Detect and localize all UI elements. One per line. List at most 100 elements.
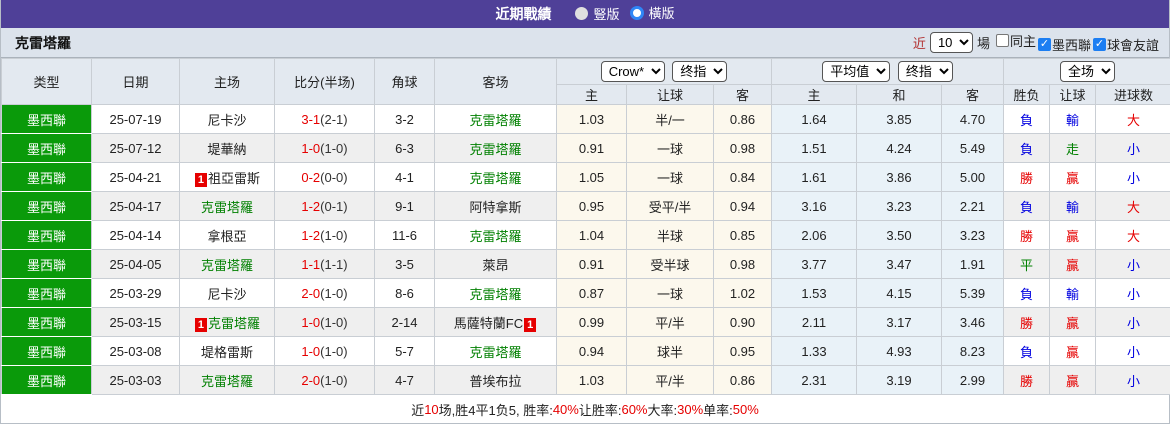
layout-radio-horizontal[interactable]: 橫版 bbox=[629, 3, 675, 22]
euro-away-odds: 5.49 bbox=[940, 133, 1005, 163]
asian-line: 受半球 bbox=[626, 249, 714, 279]
asian-home-odds: 0.94 bbox=[556, 336, 627, 366]
euro-away-odds: 5.39 bbox=[940, 278, 1005, 308]
league-cell: 墨西聯 bbox=[1, 133, 92, 163]
euro-home-odds: 2.31 bbox=[771, 365, 857, 395]
red-card-badge: 1 bbox=[194, 317, 208, 332]
subcol-goals-result: 进球数 bbox=[1095, 84, 1170, 105]
radio-icon bbox=[575, 6, 589, 20]
asian-line: 一球 bbox=[626, 133, 714, 163]
asian-away-odds: 0.86 bbox=[713, 104, 772, 134]
asian-home-odds: 0.95 bbox=[556, 191, 627, 221]
date-cell: 25-04-05 bbox=[91, 249, 180, 279]
away-team-cell: 克雷塔羅 bbox=[434, 133, 557, 163]
odds-source-select[interactable]: Crow* bbox=[600, 61, 665, 82]
date-cell: 25-03-15 bbox=[91, 307, 180, 337]
away-team-cell: 克雷塔羅 bbox=[434, 336, 557, 366]
corner-cell: 5-7 bbox=[374, 336, 435, 366]
corner-cell: 8-6 bbox=[374, 278, 435, 308]
asian-home-odds: 1.03 bbox=[556, 104, 627, 134]
home-team-cell: 1 祖亞雷斯 bbox=[179, 162, 275, 192]
date-cell: 25-07-12 bbox=[91, 133, 180, 163]
league-cell: 墨西聯 bbox=[1, 220, 92, 250]
euro-draw-odds: 3.17 bbox=[856, 307, 942, 337]
panel-title: 近期戰績 bbox=[495, 6, 552, 22]
league-cell: 墨西聯 bbox=[1, 365, 92, 395]
filter-checkbox-2[interactable]: ✓ 球會友誼 bbox=[1092, 35, 1159, 54]
date-cell: 25-03-29 bbox=[91, 278, 180, 308]
subcol-euro-home: 主 bbox=[771, 84, 857, 105]
asian-line: 一球 bbox=[626, 162, 714, 192]
wdl-result: 負 bbox=[1003, 336, 1051, 366]
wdl-result: 負 bbox=[1003, 278, 1051, 308]
league-cell: 墨西聯 bbox=[1, 162, 92, 192]
table-row: 墨西聯 25-07-12 堤華納 1-0(1-0) 6-3 克雷塔羅 0.91 一球 0.98 1… bbox=[1, 133, 1170, 163]
team-name-text: 堤華納 bbox=[207, 141, 247, 157]
avg-odds-time-select[interactable]: 终指 bbox=[897, 61, 953, 82]
radio-icon bbox=[629, 5, 644, 20]
asian-away-odds: 0.98 bbox=[713, 133, 772, 163]
euro-draw-odds: 4.24 bbox=[856, 133, 942, 163]
scope-select[interactable]: 全场 bbox=[1060, 61, 1116, 82]
wdl-result: 勝 bbox=[1003, 307, 1051, 337]
avg-odds-select[interactable]: 平均值 bbox=[822, 61, 891, 82]
goals-result: 小 bbox=[1095, 162, 1170, 192]
euro-away-odds: 2.21 bbox=[940, 191, 1005, 221]
date-cell: 25-03-03 bbox=[91, 365, 180, 395]
asian-line: 半/一 bbox=[626, 104, 714, 134]
team-name-text: 尼卡沙 bbox=[207, 286, 247, 302]
red-card-badge: 1 bbox=[524, 317, 537, 332]
away-team-cell: 萊昂 bbox=[434, 249, 557, 279]
summary-segment: 40% bbox=[552, 401, 579, 417]
goals-result: 大 bbox=[1095, 191, 1170, 221]
handicap-result: 贏 bbox=[1049, 336, 1097, 366]
asian-home-odds: 0.91 bbox=[556, 133, 627, 163]
team-name-text: 尼卡沙 bbox=[207, 112, 247, 128]
table-row: 墨西聯 25-03-15 1 克雷塔羅 1-0(1-0) 2-14 馬薩特蘭FC 1 0.99 平… bbox=[1, 307, 1170, 337]
home-team-cell: 克雷塔羅 bbox=[179, 365, 275, 395]
summary-segment: 50% bbox=[732, 401, 759, 417]
team-name-text: 克雷塔羅 bbox=[200, 257, 253, 273]
fulltime-score: 0-2 bbox=[301, 169, 321, 185]
asian-away-odds: 1.02 bbox=[713, 278, 772, 308]
league-cell: 墨西聯 bbox=[1, 307, 92, 337]
filter-checkbox-0[interactable]: 同主 bbox=[995, 31, 1036, 50]
col-header-home: 主场 bbox=[179, 58, 275, 105]
score-cell: 1-2(1-0) bbox=[274, 220, 375, 250]
euro-away-odds: 4.70 bbox=[940, 104, 1005, 134]
summary-segment: 场,胜4平1负5, 胜率: bbox=[438, 402, 553, 418]
team-name-text: 克雷塔羅 bbox=[469, 170, 522, 186]
fulltime-score: 2-0 bbox=[301, 372, 321, 388]
euro-draw-odds: 4.93 bbox=[856, 336, 942, 366]
team-name-text: 祖亞雷斯 bbox=[208, 170, 261, 186]
asian-line: 平/半 bbox=[626, 365, 714, 395]
match-count-select[interactable]: 10 bbox=[929, 32, 973, 53]
asian-line: 一球 bbox=[626, 278, 714, 308]
checkbox-icon: ✓ bbox=[1092, 38, 1106, 51]
halftime-score: (1-0) bbox=[320, 285, 348, 301]
score-cell: 1-0(1-0) bbox=[274, 336, 375, 366]
team-name-text: 克雷塔羅 bbox=[200, 199, 253, 215]
goals-result: 小 bbox=[1095, 365, 1170, 395]
team-name: 克雷塔羅 bbox=[15, 34, 71, 51]
odds-source-time-select[interactable]: 终指 bbox=[672, 61, 728, 82]
wdl-result: 勝 bbox=[1003, 365, 1051, 395]
table-row: 墨西聯 25-07-19 尼卡沙 3-1(2-1) 3-2 克雷塔羅 1.03 半/一 0.86… bbox=[1, 104, 1170, 134]
subcol-euro-away: 客 bbox=[940, 84, 1005, 105]
home-team-cell: 1 克雷塔羅 bbox=[179, 307, 275, 337]
team-name-text: 克雷塔羅 bbox=[200, 373, 253, 389]
euro-home-odds: 1.33 bbox=[771, 336, 857, 366]
date-cell: 25-03-08 bbox=[91, 336, 180, 366]
col-header-corner: 角球 bbox=[374, 58, 435, 105]
checkbox-label: 同主 bbox=[1009, 34, 1036, 49]
asian-line: 平/半 bbox=[626, 307, 714, 337]
goals-result: 大 bbox=[1095, 104, 1170, 134]
filter-checkbox-1[interactable]: ✓ 墨西聯 bbox=[1037, 35, 1091, 54]
asian-away-odds: 0.86 bbox=[713, 365, 772, 395]
team-name-text: 克雷塔羅 bbox=[469, 286, 522, 302]
fulltime-score: 1-1 bbox=[301, 256, 321, 272]
radio-label: 橫版 bbox=[648, 6, 675, 22]
team-name-text: 阿特拿斯 bbox=[469, 199, 522, 215]
layout-radio-vertical[interactable]: 豎版 bbox=[575, 4, 620, 23]
wdl-result: 負 bbox=[1003, 104, 1051, 134]
